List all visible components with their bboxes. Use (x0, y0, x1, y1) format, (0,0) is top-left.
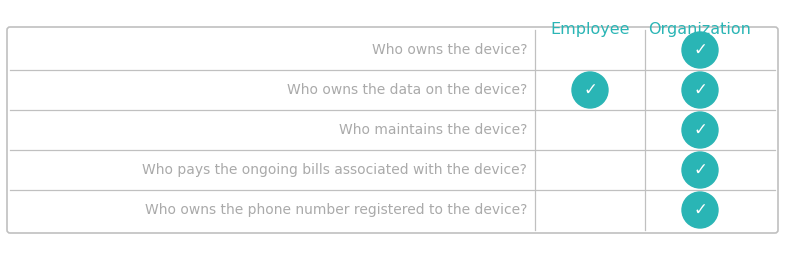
Circle shape (682, 72, 718, 108)
Text: Who pays the ongoing bills associated with the device?: Who pays the ongoing bills associated wi… (142, 163, 527, 177)
Text: Who owns the data on the device?: Who owns the data on the device? (286, 83, 527, 97)
FancyBboxPatch shape (7, 27, 778, 233)
Text: Employee: Employee (550, 22, 630, 37)
Text: Who maintains the device?: Who maintains the device? (338, 123, 527, 137)
Text: Who owns the phone number registered to the device?: Who owns the phone number registered to … (145, 203, 527, 217)
Circle shape (682, 152, 718, 188)
Circle shape (572, 72, 608, 108)
Text: Organization: Organization (649, 22, 751, 37)
Text: ✓: ✓ (693, 161, 707, 179)
Text: Who owns the device?: Who owns the device? (371, 43, 527, 57)
Circle shape (682, 192, 718, 228)
Text: ✓: ✓ (693, 201, 707, 219)
Circle shape (682, 112, 718, 148)
Circle shape (682, 32, 718, 68)
Text: ✓: ✓ (583, 81, 597, 99)
Text: ✓: ✓ (693, 41, 707, 59)
Text: ✓: ✓ (693, 81, 707, 99)
Text: ✓: ✓ (693, 121, 707, 139)
